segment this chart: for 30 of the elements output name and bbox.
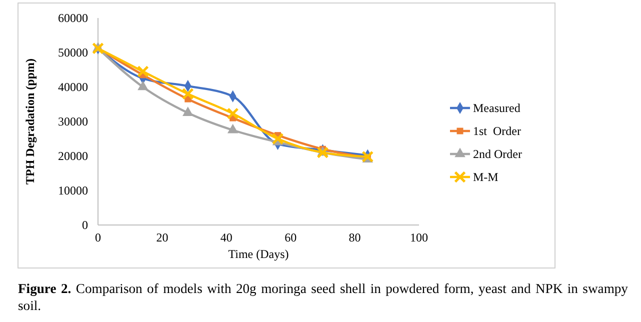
point <box>136 66 149 78</box>
y-tick-label: 10000 <box>58 183 88 198</box>
legend-label: 2nd Order <box>473 147 522 161</box>
x-tick-label: 60 <box>284 230 297 245</box>
point <box>316 146 329 159</box>
point <box>227 124 238 134</box>
point <box>182 106 194 116</box>
point <box>92 42 104 54</box>
y-tick-label: 50000 <box>58 45 88 60</box>
x-tick-label: 80 <box>348 230 361 245</box>
y-axis-title: TPH Degradation (ppm) <box>23 58 37 184</box>
x-tick-label: 20 <box>156 230 168 245</box>
point <box>182 88 194 100</box>
text: Figure 2. Comparison of models with 20g moringa seed shell in powdered form, yeast and NPK in swampy soil. <box>18 281 628 313</box>
y-tick-label: 0 <box>82 218 88 232</box>
legend-label: 1st Order <box>473 124 521 138</box>
y-tick-label: 30000 <box>58 114 88 128</box>
y-tick-label: 60000 <box>58 10 88 25</box>
point <box>226 108 239 120</box>
y-tick-label: 40000 <box>58 80 88 94</box>
x-axis-title: Time (Days) <box>228 247 289 261</box>
legend-label: M-M <box>473 170 499 184</box>
point <box>272 132 284 145</box>
x-tick-label: 100 <box>410 230 428 245</box>
x-tick-label: 0 <box>95 230 101 245</box>
point <box>362 150 374 163</box>
y-tick-label: 20000 <box>58 148 88 163</box>
x-tick-label: 40 <box>220 230 232 245</box>
legend-label: Measured <box>473 101 520 115</box>
point <box>138 80 148 90</box>
